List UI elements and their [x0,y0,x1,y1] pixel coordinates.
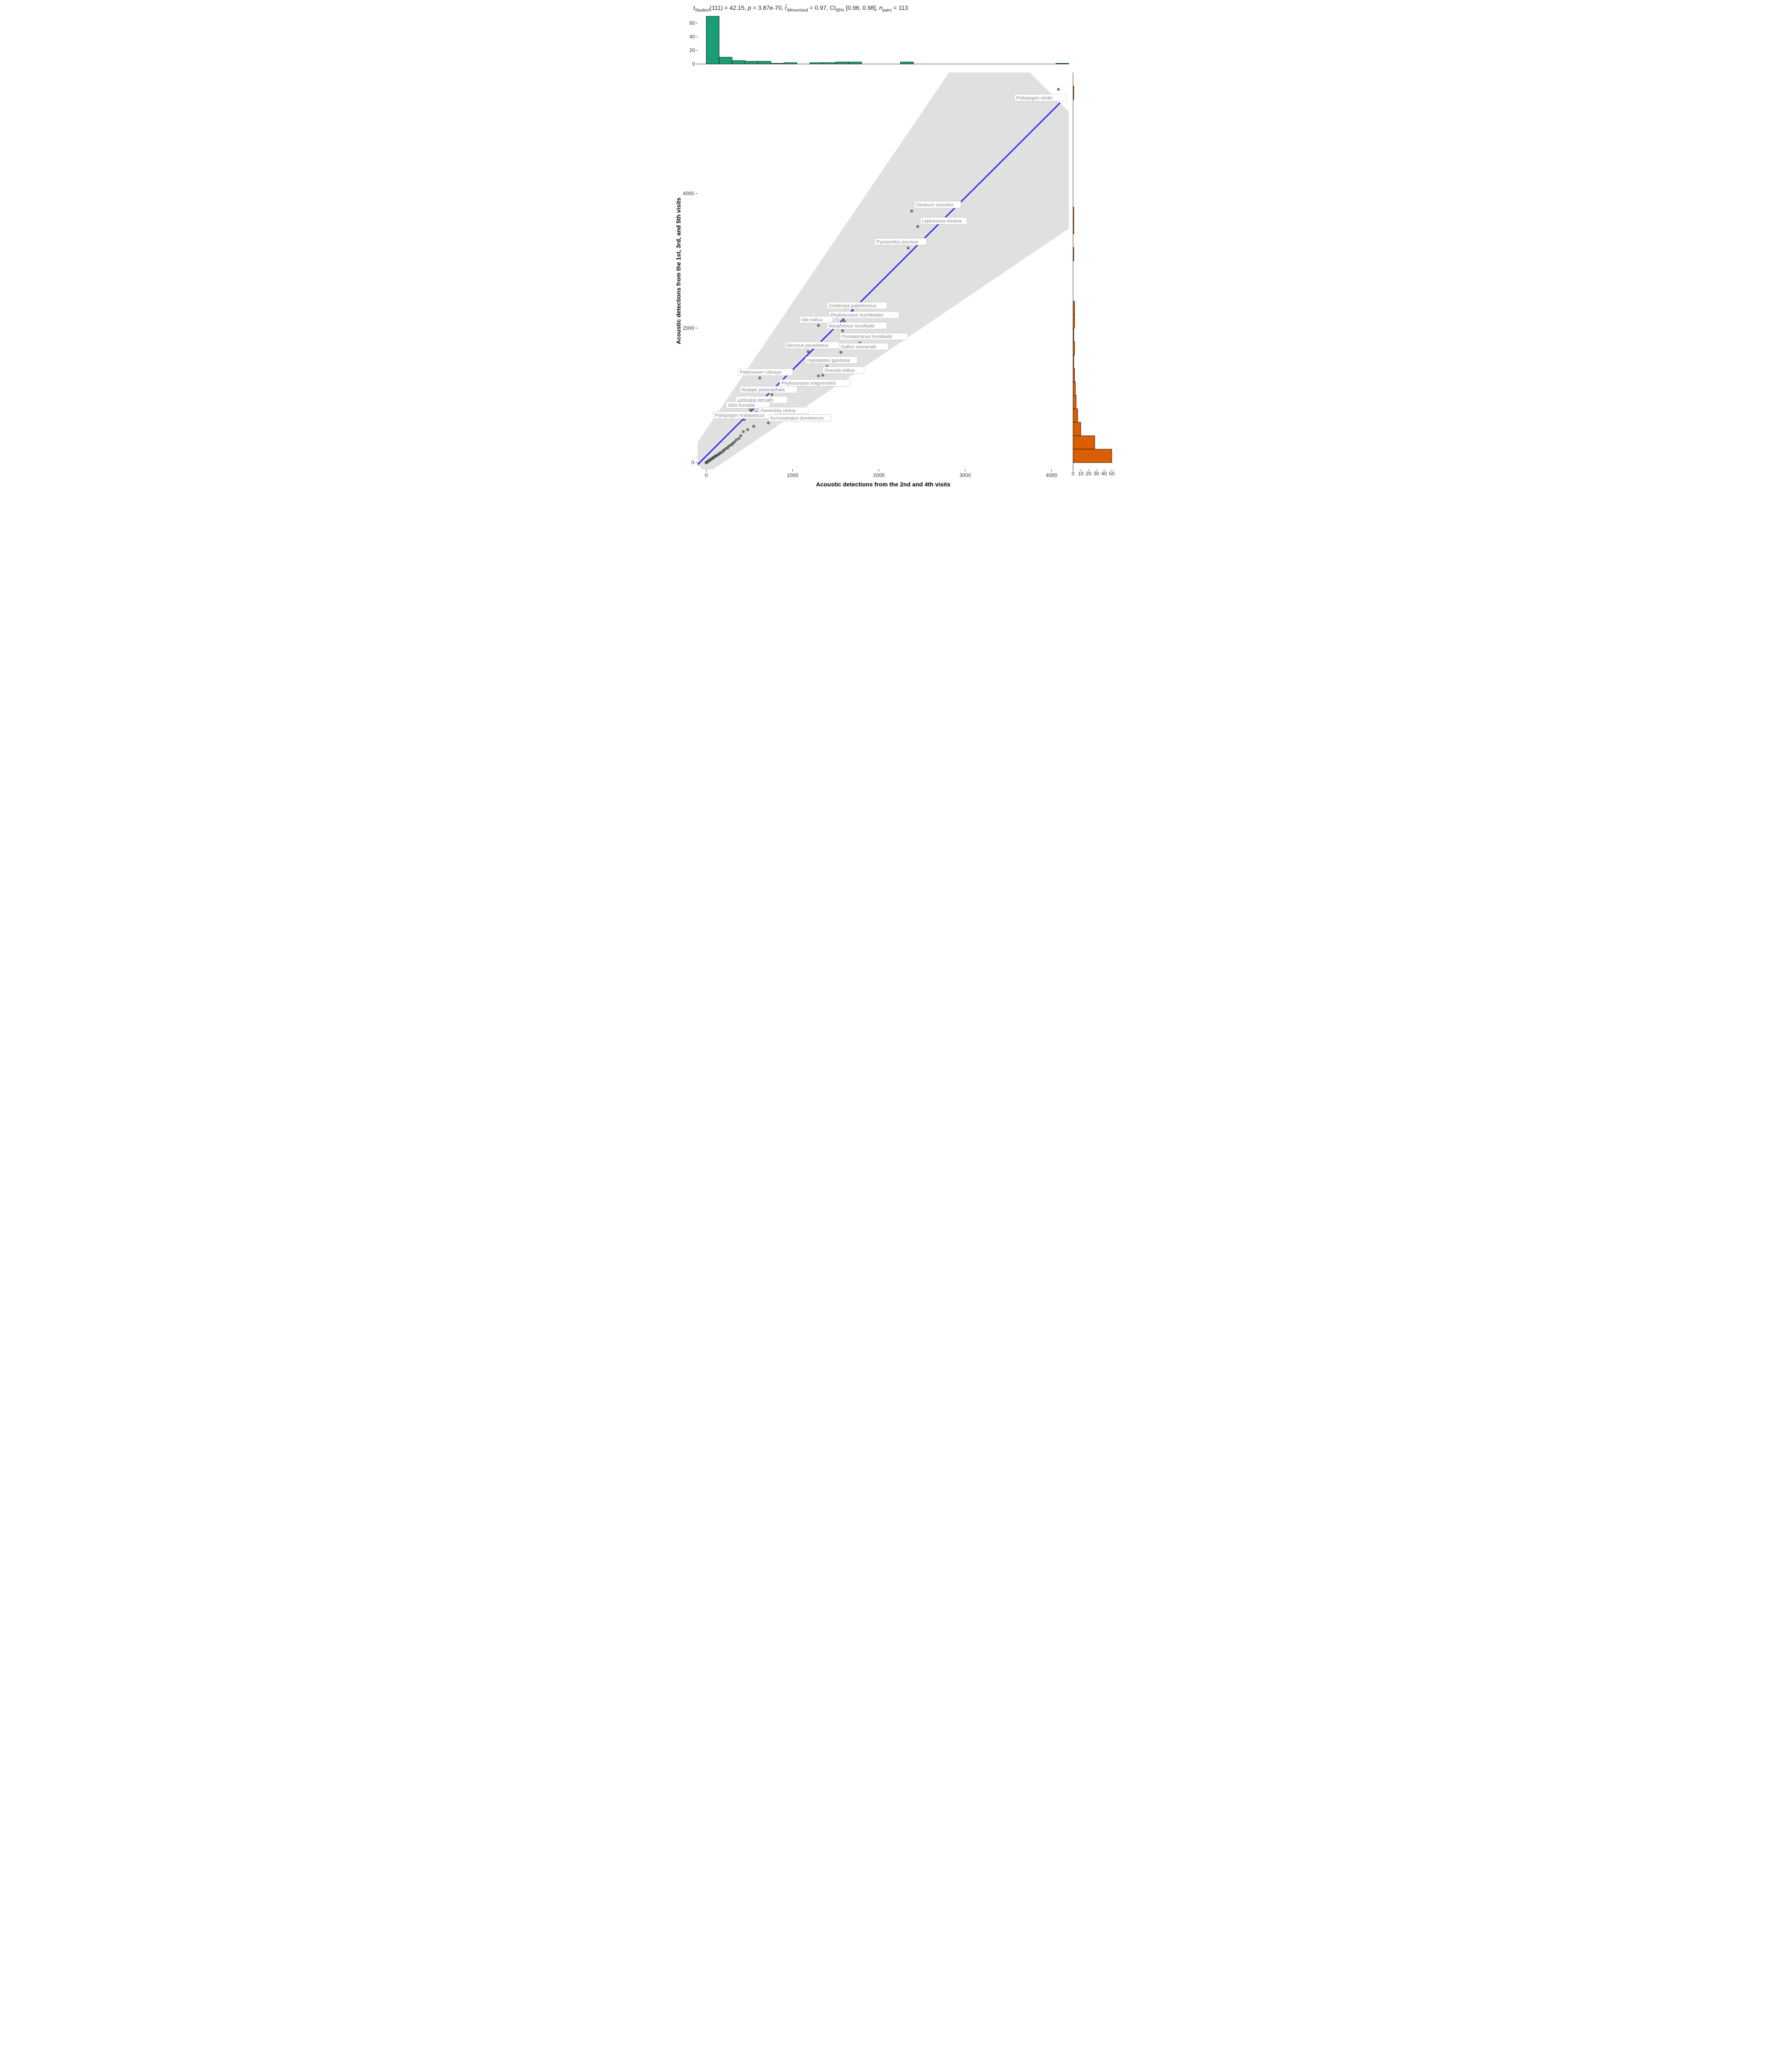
top-hist-bar [771,63,784,64]
scatter-point [821,374,824,377]
right-hist-bar [1073,436,1095,449]
scatter-point [771,393,774,396]
stats-title: tStudent(111) = 42.15, p = 3.87e-70, r̂W… [693,4,908,13]
right-hist-bar [1073,328,1074,342]
top-hist-bar [745,61,758,64]
right-hist-bar [1073,314,1075,328]
y-tick-label: 4000 [683,191,694,197]
point-label: Dicrurus paradiseus [786,343,828,348]
right-hist-tick: 50 [1109,471,1115,477]
top-hist-bar [732,61,745,64]
point-label: Dicaeum concolor [916,203,954,208]
y-tick-label: 2000 [683,325,694,331]
scatter-point [758,376,761,379]
scatter-point [1057,88,1060,91]
top-hist-bar [849,62,861,64]
right-hist-bar [1073,86,1074,100]
x-tick-label: 0 [705,472,708,478]
right-hist-bar [1073,355,1074,369]
x-tick-label: 2000 [873,472,885,478]
x-tick-label: 4000 [1046,472,1057,478]
scatter-point [817,324,820,327]
top-hist-bar [810,63,823,64]
right-hist-bar [1073,382,1075,396]
point-label: Pellorneum ruficeps [740,370,782,375]
top-hist-tick: 60 [689,20,695,26]
y-axis-label: Acoustic detections from the 1st, 3rd, a… [675,198,682,344]
right-hist-tick: 10 [1078,471,1084,477]
right-hist-bar [1073,342,1075,355]
top-hist-bar [836,62,849,64]
figure-svg: Psilopogon viridis Dicaeum concolor Leptoc… [672,0,1120,512]
point-label: Psilopogon viridis [1016,96,1053,101]
scatter-point [742,430,745,433]
top-hist-tick: 0 [692,61,695,67]
scatter-point [806,350,809,353]
scatter-point [739,434,742,437]
point-label: Psilopogon malabaricus [715,413,765,418]
right-hist-bar [1073,207,1074,221]
point-label: Phylloscopus trochiloides [831,313,884,318]
right-hist-bar [1073,396,1076,409]
scatter-point [767,422,770,425]
point-label: Alcippe poioicephala [742,387,785,393]
right-hist-bar [1073,221,1074,234]
scatter-point [705,461,708,464]
top-hist-tick: 20 [689,47,695,53]
right-hist-tick: 30 [1094,471,1100,477]
top-hist-tick: 40 [689,34,695,40]
x-tick-label: 3000 [960,472,971,478]
point-label: Pomatorhinus horsfieldii [842,335,892,340]
right-hist-bar [1073,369,1075,382]
scatter-point [841,329,844,332]
scatter-with-marginals: tStudent(111) = 42.15, p = 3.87e-70, r̂W… [672,0,1120,512]
right-hist-bar [1073,409,1078,422]
top-hist-bar [1056,63,1069,64]
top-hist-bar [758,61,771,64]
right-hist-bar [1073,247,1074,261]
x-tick-label: 1000 [787,472,798,478]
point-label: Acrocephalus dumetorum [770,416,823,421]
point-label: Sitta frontalis [728,403,755,408]
scatter-point [910,209,913,212]
right-histogram: 01020304050 [1072,73,1115,477]
point-label: Hypsipetes ganeesa [807,358,850,363]
point-label: Gracula indica [824,368,855,373]
top-hist-bar [706,16,719,64]
y-tick-label: 0 [691,460,694,465]
right-hist-bar [1073,449,1112,463]
top-histogram: 0 20 40 60 [689,16,1069,67]
scatter-point [746,428,749,431]
right-hist-tick: 20 [1086,471,1092,477]
scatter-point [817,374,820,377]
point-label: Iole indica [801,317,823,323]
scatter-point [907,247,910,250]
top-hist-bar [823,63,835,64]
right-hist-bar [1073,301,1075,315]
right-hist-tick: 40 [1101,471,1107,477]
top-hist-bar [719,57,732,64]
point-label: Gallus sonneratii [841,344,876,349]
point-label: Pycnonotus jocosus [876,239,918,244]
right-hist-bar [1073,422,1081,436]
point-label: Leptocoma minima [922,219,962,224]
point-label: Phylloscopus magnirostris [781,381,836,386]
x-axis-label: Acoustic detections from the 2nd and 4th… [816,481,950,488]
right-hist-tick: 0 [1072,471,1075,477]
scatter-point [839,351,842,354]
point-label: Myophonus horsfieldii [829,323,874,329]
scatter-point [752,425,755,428]
top-hist-bar [784,63,797,64]
scatter-point [916,225,919,228]
point-label: Zosterops palpebrosus [829,303,877,308]
scatter-point [738,437,741,440]
regression-line [698,103,1060,465]
top-hist-bar [900,62,913,64]
